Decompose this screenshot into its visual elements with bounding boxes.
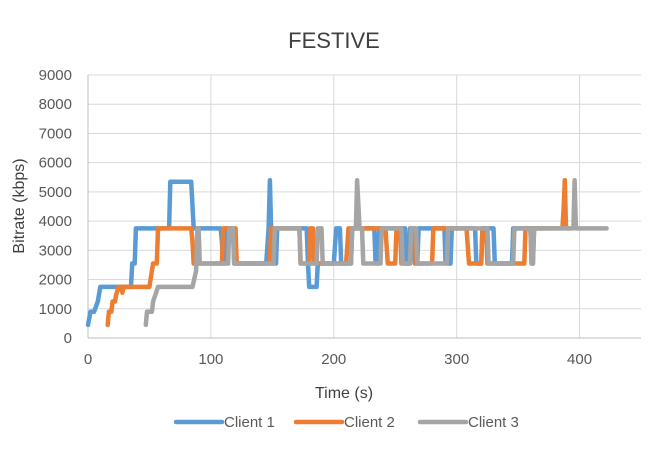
y-tick-label: 4000 xyxy=(39,213,72,230)
y-tick-label: 3000 xyxy=(39,242,72,259)
y-tick-label: 6000 xyxy=(39,155,72,172)
series-lines xyxy=(85,177,609,328)
legend: Client 1 Client 2 Client 3 xyxy=(173,414,519,431)
gridlines xyxy=(88,74,641,338)
x-tick-label: 100 xyxy=(198,351,223,368)
legend-label-client-1: Client 1 xyxy=(224,414,275,431)
y-tick-label: 0 xyxy=(64,330,72,347)
x-axis-title: Time (s) xyxy=(315,385,373,402)
y-tick-label: 1000 xyxy=(39,301,72,318)
axes xyxy=(87,75,641,339)
y-tick-label: 9000 xyxy=(39,67,72,84)
y-tick-label: 5000 xyxy=(39,184,72,201)
y-tick-label: 7000 xyxy=(39,125,72,142)
series-line-client-2 xyxy=(105,177,572,328)
x-tick-label: 400 xyxy=(567,351,592,368)
tick-labels: 0 1000 2000 3000 4000 5000 6000 7000 8000 9000 0 10… xyxy=(39,67,592,368)
x-tick-label: 200 xyxy=(321,351,346,368)
y-tick-label: 2000 xyxy=(39,272,72,289)
y-axis-title: Bitrate (kbps) xyxy=(11,158,28,253)
series-line-client-3 xyxy=(143,177,609,328)
chart-title: FESTIVE xyxy=(288,28,380,53)
x-tick-label: 0 xyxy=(84,351,92,368)
y-tick-label: 8000 xyxy=(39,96,72,113)
x-tick-label: 300 xyxy=(444,351,469,368)
legend-label-client-3: Client 3 xyxy=(468,414,519,431)
legend-label-client-2: Client 2 xyxy=(344,414,395,431)
